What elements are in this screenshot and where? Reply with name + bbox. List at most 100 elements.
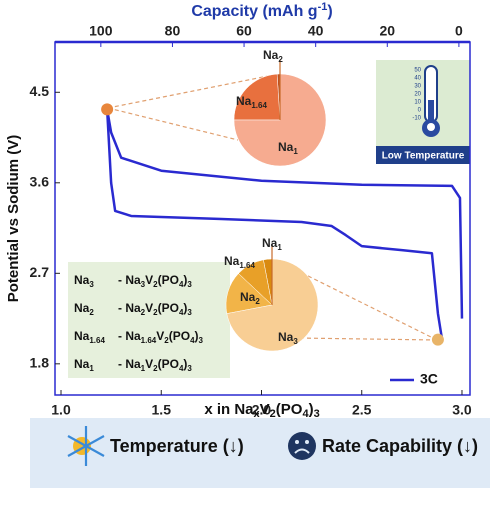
superscript: -1 — [318, 1, 328, 13]
text-segment: ) — [309, 401, 314, 418]
y-tick-label: 4.5 — [30, 83, 50, 99]
subscript: 1.64 — [239, 261, 255, 270]
rich-text: Capacity (mAh g-1) — [191, 1, 332, 20]
connectors — [107, 75, 438, 341]
y-axis-label: Potential vs Sodium (V) — [5, 135, 22, 303]
y-tick-label: 3.6 — [30, 174, 50, 190]
y-tick-label: 1.8 — [30, 355, 50, 371]
text-segment: (PO — [276, 401, 303, 418]
text-segment: Capacity (mAh g — [191, 3, 317, 20]
thermometer-scale: 30 — [414, 84, 421, 90]
thermometer-icon — [427, 123, 435, 131]
subscript: 1 — [293, 147, 298, 156]
snowflake-icon — [67, 426, 105, 466]
thermometer-scale: 10 — [414, 100, 421, 106]
subscript: 3 — [187, 280, 192, 289]
rich-text: - Na2V2(PO4)3 — [118, 301, 192, 317]
rich-text: Na2 — [74, 301, 94, 317]
banner — [30, 418, 490, 488]
subscript: 1.64 — [89, 336, 105, 345]
x-tick-label: 2.5 — [352, 402, 372, 418]
sad-face-mouth — [294, 448, 310, 454]
subscript: 3 — [187, 308, 192, 317]
marker — [431, 333, 444, 346]
pie-slice — [233, 73, 281, 121]
formula-box — [68, 262, 230, 378]
rich-text: x in NaxV2(PO4)3 — [204, 401, 319, 420]
subscript: 2 — [141, 308, 146, 317]
thermometer-scale: 0 — [418, 108, 422, 114]
subscript: 3 — [314, 408, 320, 420]
text-segment: - Na — [118, 273, 141, 287]
rich-text: Na1.64 — [224, 254, 255, 270]
subscript: 1 — [89, 364, 94, 373]
text-segment: Na — [74, 301, 90, 315]
text-segment: V — [156, 329, 164, 343]
text-segment: V — [145, 301, 153, 315]
subscript: 2 — [153, 280, 158, 289]
y-tick-label: 2.7 — [30, 264, 50, 280]
text-segment: ) — [183, 357, 187, 371]
subscript: 1.64 — [141, 336, 157, 345]
text-segment: ) — [195, 329, 199, 343]
subscript: 3 — [199, 336, 204, 345]
text-segment: Na — [224, 254, 240, 268]
thermometer-scale: 50 — [414, 68, 421, 74]
subscript: 2 — [270, 408, 276, 420]
x2-tick-label: 60 — [236, 23, 252, 39]
subscript: 2 — [89, 308, 94, 317]
rich-text: Na1.64 — [74, 329, 105, 345]
subscript: 2 — [278, 55, 283, 64]
text-segment: V — [145, 357, 153, 371]
rich-text: - Na3V2(PO4)3 — [118, 273, 192, 289]
text-segment: Na — [236, 94, 252, 108]
text-segment: (PO — [158, 273, 179, 287]
subscript: 2 — [153, 308, 158, 317]
rich-text: Na1 — [262, 236, 282, 252]
rich-text: Na1.64 — [236, 94, 267, 110]
rich-text: - Na1.64V2(PO4)3 — [118, 329, 204, 345]
text-segment: - Na — [118, 357, 141, 371]
rich-text: Na2 — [263, 48, 283, 64]
line-series — [105, 108, 464, 339]
text-segment: Na — [278, 140, 294, 154]
subscript: 4 — [302, 408, 309, 420]
subscript: 1 — [141, 364, 146, 373]
x-tick-label: 3.0 — [452, 402, 472, 418]
rich-text: Na3 — [74, 273, 94, 289]
subscript: 4 — [179, 308, 184, 317]
x2-tick-label: 20 — [379, 23, 395, 39]
x2-tick-label: 100 — [89, 23, 113, 39]
text-segment: Na — [74, 357, 90, 371]
subscript: 3 — [293, 337, 298, 346]
subscript: 4 — [190, 336, 195, 345]
text-segment: Na — [74, 329, 90, 343]
inset-label: Low Temperature — [382, 151, 465, 162]
thermometer-scale: 40 — [414, 76, 421, 82]
text-segment: Na — [240, 290, 256, 304]
subscript: 3 — [89, 280, 94, 289]
text-segment: (PO — [158, 357, 179, 371]
sad-face-eye — [295, 440, 299, 444]
subscript: 2 — [255, 297, 260, 306]
sad-face-icon — [288, 432, 316, 460]
subscript: 3 — [141, 280, 146, 289]
x2-tick-label: 40 — [308, 23, 324, 39]
subscript: 4 — [179, 364, 184, 373]
thermometer-fill — [428, 100, 434, 122]
rich-text: Na2 — [240, 290, 260, 306]
text-segment: (PO — [169, 329, 190, 343]
inset-label-bg — [376, 146, 470, 164]
subscript: 2 — [164, 336, 169, 345]
sad-face-eye — [305, 440, 309, 444]
subscript: 3 — [187, 364, 192, 373]
text-segment: - Na — [118, 329, 141, 343]
subscript: x — [254, 408, 261, 420]
text-segment: ) — [183, 301, 187, 315]
text-segment: ) — [327, 3, 332, 20]
text-segment: x in Na — [204, 401, 254, 418]
rich-text: - Na1V2(PO4)3 — [118, 357, 192, 373]
subscript: 1 — [277, 243, 282, 252]
